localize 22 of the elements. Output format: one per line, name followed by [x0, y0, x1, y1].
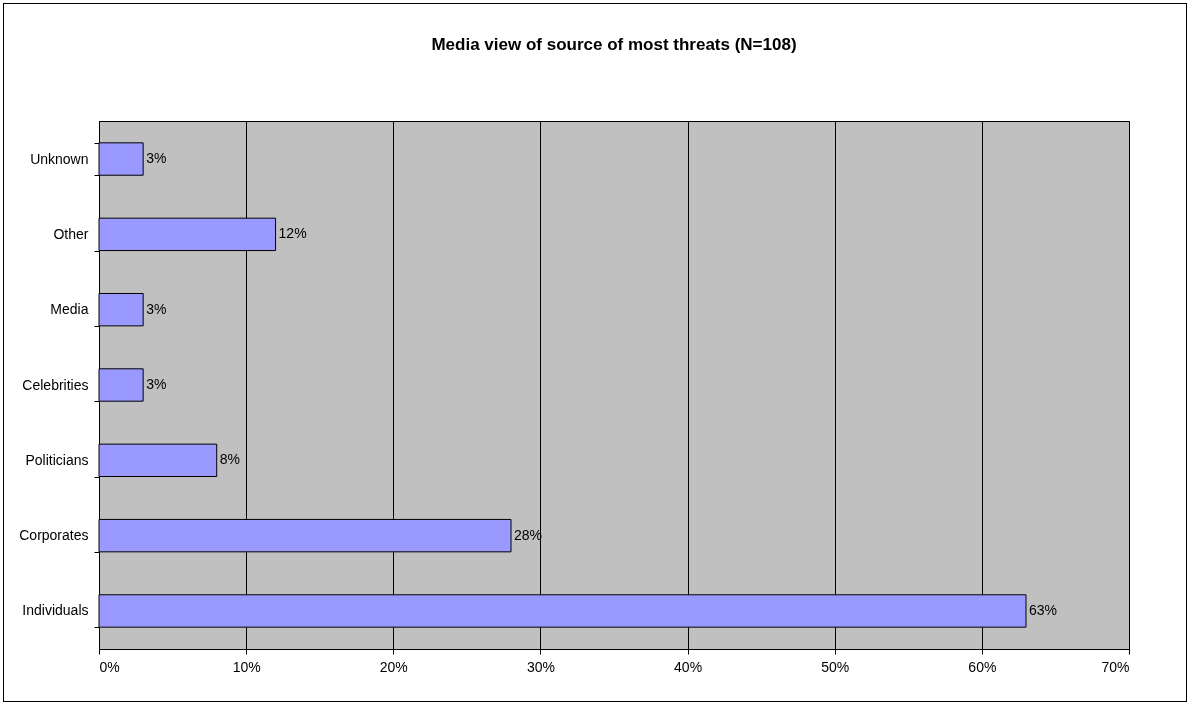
data-label: 3% [146, 300, 167, 317]
x-tick-label: 20% [379, 658, 408, 675]
y-tick-label: Individuals [22, 602, 89, 619]
x-tick-label: 70% [1101, 658, 1130, 675]
x-tick-label: 0% [99, 658, 120, 675]
data-label: 12% [278, 225, 307, 242]
data-label: 3% [146, 150, 167, 167]
y-tick-label: Unknown [30, 150, 89, 167]
x-tick-label: 30% [526, 658, 555, 675]
x-tick-label: 60% [968, 658, 997, 675]
chart-title: Media view of source of most threats (N=108) [431, 35, 797, 54]
x-tick-label: 40% [674, 658, 703, 675]
data-label: 3% [146, 376, 167, 392]
x-tick-label: 10% [232, 658, 261, 675]
data-label: 8% [219, 451, 240, 468]
data-label: 63% [1029, 601, 1058, 618]
y-tick-label: Other [53, 225, 89, 242]
y-tick-label: Politicians [25, 451, 89, 468]
y-tick-label: Corporates [19, 527, 89, 544]
y-tick-label: Media [50, 301, 89, 318]
x-tick-label: 50% [821, 658, 850, 675]
y-tick-label: Celebrities [22, 376, 89, 393]
